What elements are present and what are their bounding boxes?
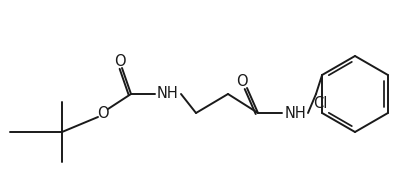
Text: NH: NH [284, 105, 306, 120]
Text: Cl: Cl [313, 97, 327, 112]
Text: O: O [97, 105, 109, 120]
Text: O: O [236, 74, 248, 89]
Text: O: O [114, 54, 126, 69]
Text: NH: NH [157, 86, 179, 101]
